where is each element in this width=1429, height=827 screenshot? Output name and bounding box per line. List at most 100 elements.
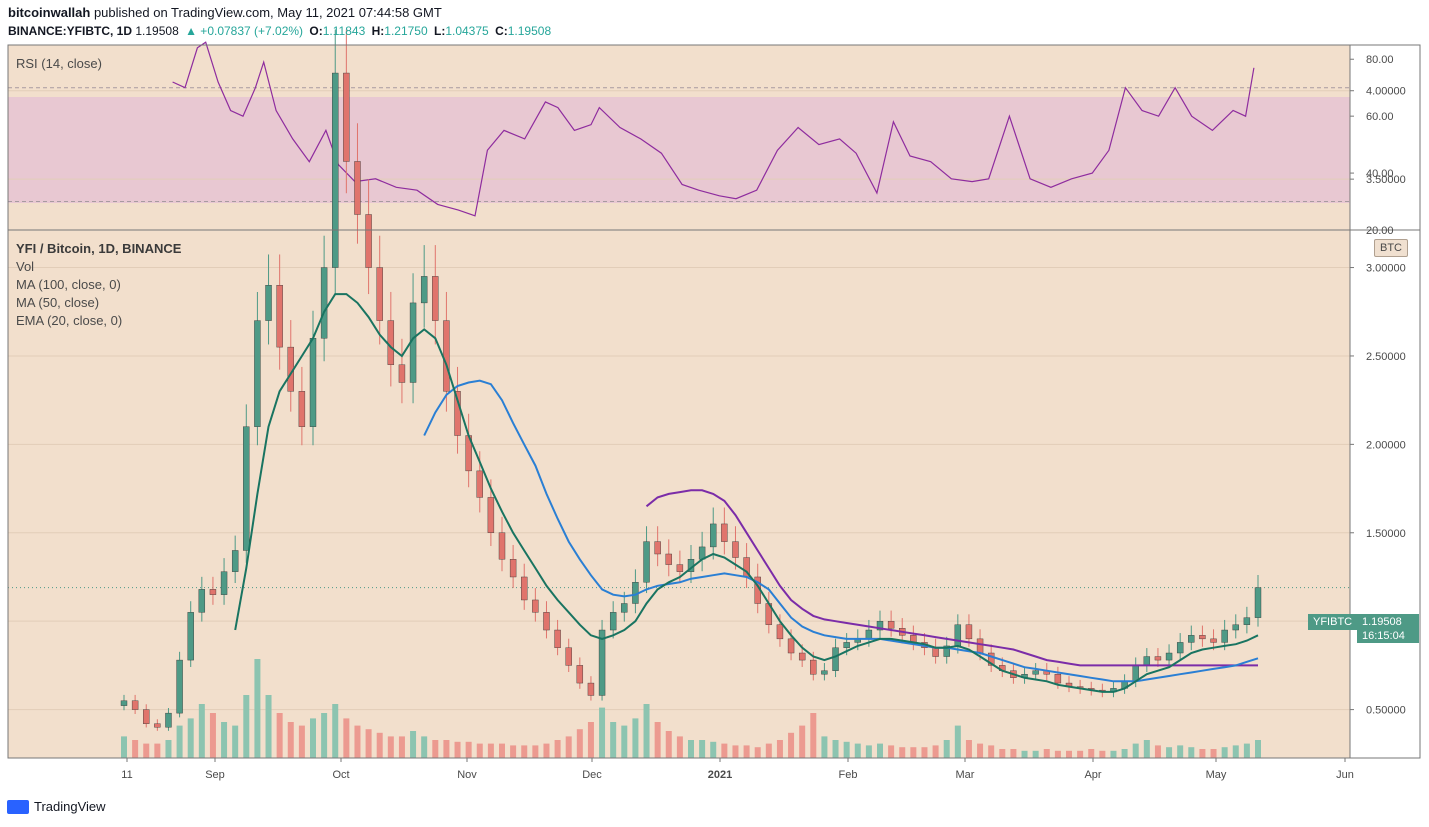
candle-body: [1221, 629, 1228, 643]
low-label: L:: [434, 24, 446, 38]
candle-body: [821, 670, 828, 675]
volume-bar: [454, 741, 461, 758]
candle-body: [1210, 638, 1217, 643]
ma50-line: [423, 379, 1259, 683]
volume-bar: [132, 740, 139, 758]
candle-body: [654, 541, 661, 555]
candle-body: [598, 629, 606, 696]
candle-body: [665, 553, 672, 565]
legend-ema20[interactable]: EMA (20, close, 0): [16, 313, 123, 328]
time-tick-label: May: [1206, 769, 1227, 781]
candle-body: [1232, 624, 1239, 631]
pair-price-tag: YFIBTC: [1308, 614, 1358, 630]
volume-bar: [599, 707, 606, 758]
volume-bar: [1121, 749, 1128, 758]
candle-body: [787, 638, 795, 654]
time-tick-label: Mar: [956, 769, 975, 781]
rsi-line: [172, 41, 1255, 217]
candle-body: [565, 647, 572, 666]
volume-bar: [610, 722, 617, 758]
low-value: 1.04375: [445, 24, 489, 38]
candle-body: [843, 642, 850, 648]
rsi-tick-label: 40.00: [1366, 168, 1394, 180]
volume-bar: [1066, 750, 1072, 758]
rsi-tick-label: 20.00: [1366, 225, 1394, 237]
volume-bar: [1043, 749, 1050, 758]
volume-bar: [1177, 745, 1184, 758]
currency-tag[interactable]: BTC: [1374, 239, 1408, 257]
volume-bar: [565, 736, 572, 758]
volume-bar: [765, 743, 772, 758]
symbol-label: BINANCE:YFIBTC, 1D: [8, 24, 133, 38]
candle-body: [1032, 670, 1039, 675]
legend-vol[interactable]: Vol: [16, 259, 35, 274]
volume-bar: [354, 725, 361, 758]
candle-body: [798, 652, 806, 661]
publish-line: bitcoinwallah published on TradingView.c…: [8, 5, 442, 20]
rsi-legend[interactable]: RSI (14, close): [16, 56, 102, 71]
high-label: H:: [371, 24, 385, 38]
candle-body: [220, 571, 228, 595]
time-tick-label: Dec: [582, 769, 602, 781]
candle-body: [387, 320, 395, 365]
candle-body: [298, 391, 306, 427]
volume-bar: [1154, 745, 1161, 758]
candle-body: [498, 532, 506, 560]
published-text: published on TradingView.com, May 11, 20…: [90, 5, 442, 20]
volume-bar: [943, 740, 950, 758]
volume-layer: [121, 659, 1261, 758]
volume-bar: [387, 736, 394, 758]
candle-body: [965, 624, 973, 640]
volume-bar: [699, 740, 706, 758]
volume-bar: [932, 745, 939, 758]
candle-body: [1143, 656, 1151, 666]
axes-layer: 80.00 60.00 40.00 20.00 4.00000 3.50000 3.0000…: [7, 44, 1421, 781]
volume-bar: [977, 743, 984, 758]
volume-bar: [287, 722, 294, 758]
candle-body: [1243, 617, 1251, 625]
volume-bar: [532, 745, 539, 758]
volume-bar: [1099, 750, 1106, 758]
volume-bar: [1166, 747, 1173, 758]
volume-bar: [743, 745, 750, 758]
legend-ma100[interactable]: MA (100, close, 0): [16, 277, 121, 292]
candle-body: [865, 629, 873, 640]
candle-body: [732, 541, 739, 558]
candle-body: [243, 426, 250, 551]
volume-bar: [843, 741, 850, 758]
candle-body: [521, 576, 528, 601]
volume-bar: [554, 740, 561, 758]
time-tick-label: Jun: [1336, 769, 1354, 781]
volume-bar: [243, 695, 250, 758]
candle-body: [476, 470, 483, 498]
time-tick-label: Feb: [839, 769, 858, 781]
volume-bar: [1232, 745, 1239, 758]
candle-body: [376, 267, 383, 321]
volume-bar: [421, 736, 428, 758]
volume-bar: [121, 736, 127, 758]
volume-bar: [1032, 750, 1039, 758]
price-tick-label: 4.00000: [1366, 86, 1406, 98]
volume-bar: [854, 743, 861, 758]
volume-bar: [965, 740, 972, 758]
rsi-band: [8, 97, 1350, 203]
candle-body: [1254, 587, 1262, 618]
tradingview-logo[interactable]: TradingView: [7, 799, 106, 814]
volume-bar: [865, 745, 872, 758]
candle-body: [187, 612, 194, 661]
candle-body: [131, 700, 139, 710]
volume-bar: [487, 743, 494, 758]
volume-bar: [576, 729, 583, 758]
time-tick-label: Nov: [457, 769, 477, 781]
candle-body: [165, 712, 172, 728]
legend-symbol[interactable]: YFI / Bitcoin, 1D, BINANCE: [16, 241, 182, 256]
volume-bar: [810, 713, 817, 758]
volume-bar: [265, 695, 272, 758]
legend-ma50[interactable]: MA (50, close): [16, 295, 100, 310]
volume-bar: [521, 745, 528, 758]
publisher-name[interactable]: bitcoinwallah: [8, 5, 91, 20]
volume-bar: [543, 743, 550, 758]
volume-bar: [1132, 743, 1139, 758]
candle-body: [309, 338, 317, 427]
